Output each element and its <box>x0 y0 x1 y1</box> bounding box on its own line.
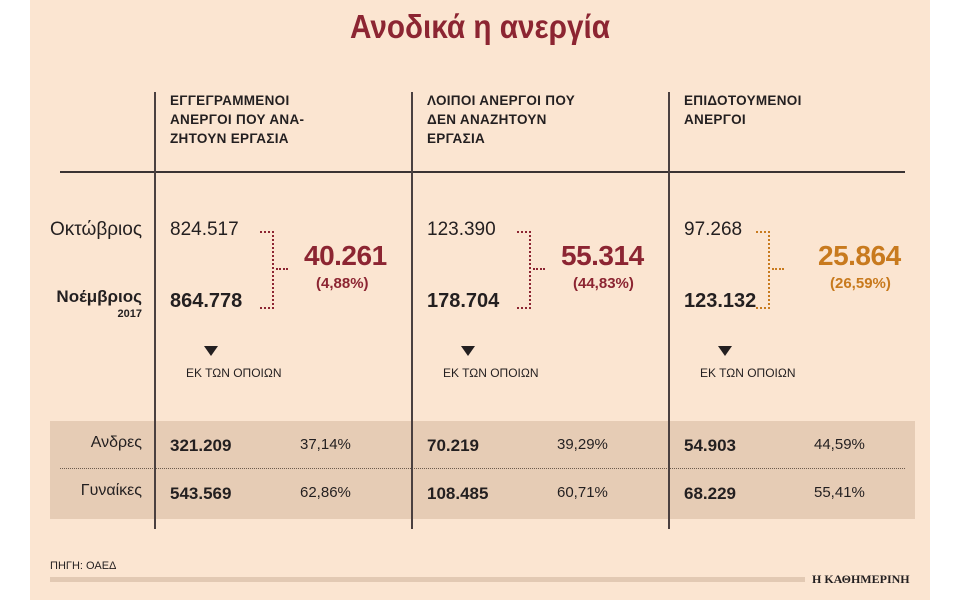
men-value: 54.903 <box>684 436 736 455</box>
column-divider <box>154 92 156 529</box>
bracket-connector <box>756 231 770 309</box>
down-arrow-icon <box>204 346 218 356</box>
men-percent: 44,59% <box>814 436 865 453</box>
bracket-connector <box>260 231 274 309</box>
down-arrow-icon <box>718 346 732 356</box>
bracket-connector <box>517 231 531 309</box>
october-value: 824.517 <box>170 219 239 240</box>
column-header: ΕΠΙΔΟΤΟΥΜΕΝΟΙ ΑΝΕΡΓΟΙ <box>684 93 802 127</box>
row-label-november: Νοέμβριος <box>56 287 142 306</box>
women-value: 68.229 <box>684 484 736 503</box>
november-value: 864.778 <box>170 290 243 312</box>
column-header: ΛΟΙΠΟΙ ΑΝΕΡΓΟΙ ΠΟΥ ΔΕΝ ΑΝΑΖΗΤΟΥΝ ΕΡΓΑΣΙΑ <box>427 93 576 146</box>
row-label-women: Γυναίκες <box>80 482 142 499</box>
page-title: Ανοδικά η ανεργία <box>349 8 611 45</box>
november-value: 123.132 <box>684 290 757 312</box>
of-which-label: ΕΚ ΤΩΝ ΟΠΟΙΩΝ <box>443 366 539 380</box>
women-percent: 60,71% <box>557 484 608 501</box>
men-percent: 37,14% <box>300 436 351 453</box>
source-note: ΠΗΓΗ: ΟΑΕΔ <box>50 560 117 572</box>
bracket-tick <box>533 268 545 270</box>
women-value: 108.485 <box>427 484 489 503</box>
change-percent: (44,83%) <box>573 275 634 292</box>
october-value: 123.390 <box>427 219 496 240</box>
women-percent: 62,86% <box>300 484 351 501</box>
october-value: 97.268 <box>684 219 743 240</box>
publisher-logo: Η ΚΑΘΗΜΕΡΙΝΗ <box>812 572 910 586</box>
column-divider <box>411 92 413 529</box>
footer-bar <box>50 577 805 582</box>
bracket-tick <box>276 268 288 270</box>
men-value: 70.219 <box>427 436 479 455</box>
column-header: ΕΓΓΕΓΡΑΜΜΕΝΟΙ ΑΝΕΡΓΟΙ ΠΟΥ ΑΝΑ- ΖΗΤΟΥΝ ΕΡ… <box>170 93 305 146</box>
change-value: 40.261 <box>304 240 387 271</box>
change-value: 55.314 <box>561 240 644 271</box>
men-value: 321.209 <box>170 436 232 455</box>
change-percent: (4,88%) <box>316 275 369 292</box>
change-value: 25.864 <box>818 240 901 271</box>
gender-band <box>50 421 915 519</box>
down-arrow-icon <box>461 346 475 356</box>
header-divider <box>60 171 905 173</box>
women-percent: 55,41% <box>814 484 865 501</box>
change-percent: (26,59%) <box>830 275 891 292</box>
bracket-tick <box>772 268 784 270</box>
of-which-label: ΕΚ ΤΩΝ ΟΠΟΙΩΝ <box>186 366 282 380</box>
column-divider <box>668 92 670 529</box>
women-value: 543.569 <box>170 484 232 503</box>
men-percent: 39,29% <box>557 436 608 453</box>
of-which-label: ΕΚ ΤΩΝ ΟΠΟΙΩΝ <box>700 366 796 380</box>
row-label-men: Ανδρες <box>90 434 142 451</box>
november-value: 178.704 <box>427 290 500 312</box>
row-label-year: 2017 <box>117 308 142 320</box>
gender-divider <box>60 468 905 469</box>
row-label-october: Οκτώβριος <box>49 219 142 240</box>
